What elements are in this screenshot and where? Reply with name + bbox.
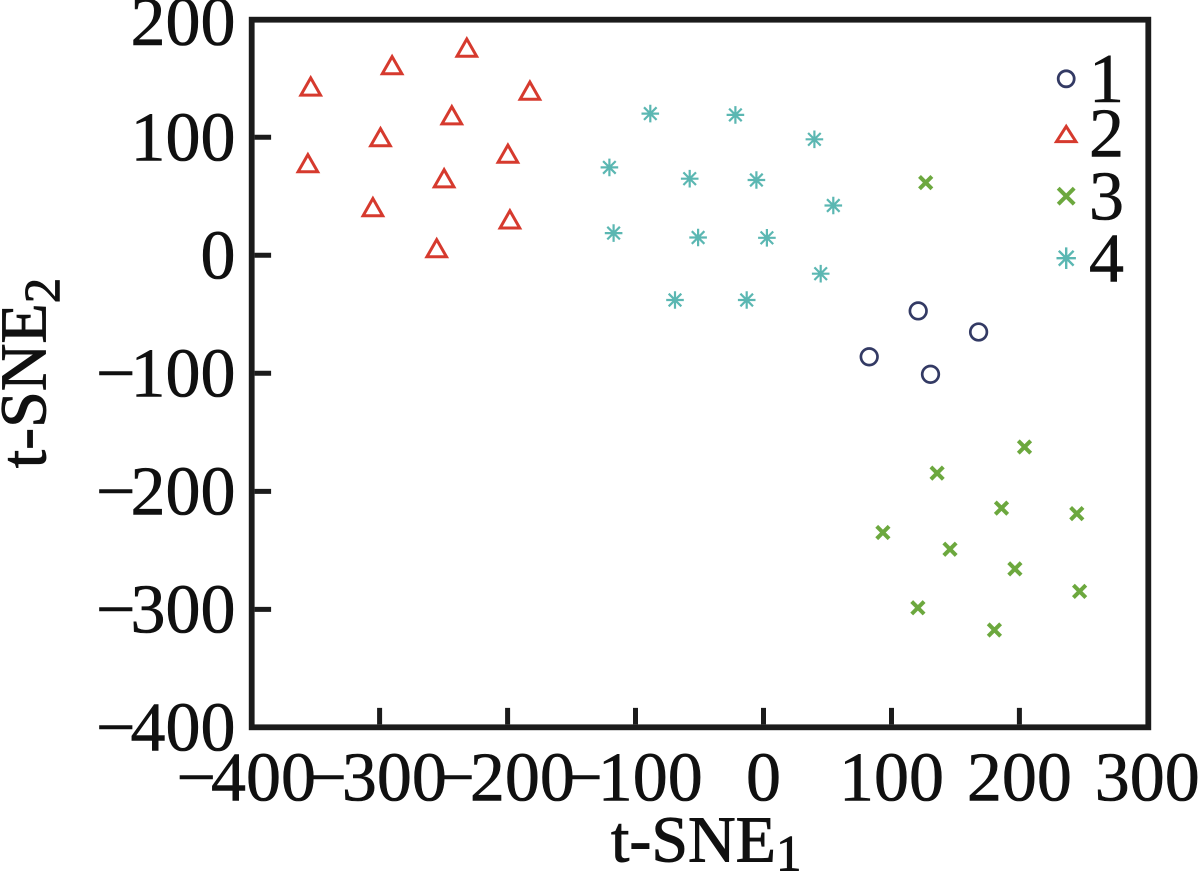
svg-text:−400: −400 <box>176 740 315 817</box>
svg-text:3: 3 <box>1089 158 1124 235</box>
svg-text:200: 200 <box>967 740 1072 817</box>
svg-text:1: 1 <box>1089 41 1124 118</box>
svg-text:−100: −100 <box>563 740 702 817</box>
svg-text:−300: −300 <box>96 572 235 649</box>
svg-text:100: 100 <box>131 99 236 176</box>
svg-text:t-SNE1: t-SNE1 <box>611 804 802 876</box>
svg-text:2: 2 <box>1089 96 1124 173</box>
svg-text:t-SNE2: t-SNE2 <box>0 278 72 469</box>
svg-text:100: 100 <box>839 740 944 817</box>
svg-text:4: 4 <box>1089 220 1124 297</box>
svg-text:0: 0 <box>746 740 781 817</box>
svg-text:200: 200 <box>131 0 236 61</box>
svg-text:−100: −100 <box>96 336 235 413</box>
svg-text:−400: −400 <box>96 690 235 767</box>
svg-text:−300: −300 <box>307 740 446 817</box>
svg-text:300: 300 <box>1095 740 1199 817</box>
svg-text:−200: −200 <box>96 454 235 531</box>
svg-text:−200: −200 <box>435 740 574 817</box>
svg-text:0: 0 <box>201 217 236 294</box>
